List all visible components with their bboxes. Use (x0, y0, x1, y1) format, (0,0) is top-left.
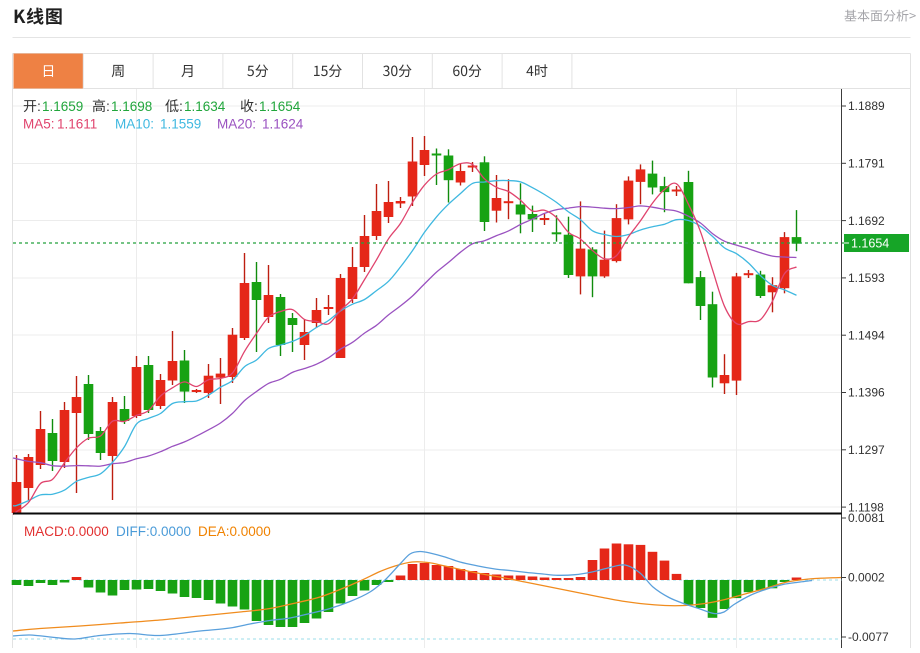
svg-text:1.1692: 1.1692 (848, 214, 885, 228)
svg-text:MACD:0.0000: MACD:0.0000 (24, 524, 109, 539)
svg-text:1.1654: 1.1654 (851, 237, 889, 251)
svg-text:1.1659: 1.1659 (42, 99, 83, 114)
svg-text::: : (37, 98, 41, 114)
svg-text::: : (106, 98, 110, 114)
svg-text:1.1396: 1.1396 (848, 386, 885, 400)
svg-text:0.0002: 0.0002 (848, 571, 885, 585)
svg-text:DEA:0.0000: DEA:0.0000 (198, 524, 271, 539)
svg-text:1.1593: 1.1593 (848, 271, 885, 285)
svg-text:1.1198: 1.1198 (848, 500, 884, 514)
svg-text::: : (254, 98, 258, 114)
svg-text:0.0081: 0.0081 (848, 511, 885, 525)
svg-text::: : (179, 98, 183, 114)
svg-text:1.1634: 1.1634 (184, 99, 226, 114)
svg-text:MA5: 1.1611: MA5: 1.1611 (23, 117, 97, 132)
svg-text:DIFF:0.0000: DIFF:0.0000 (116, 524, 191, 539)
svg-text:1.1889: 1.1889 (848, 99, 885, 113)
svg-text:1.1698: 1.1698 (111, 99, 152, 114)
svg-text:1.1494: 1.1494 (848, 328, 885, 342)
svg-text:1.1654: 1.1654 (259, 99, 301, 114)
svg-text:1.1791: 1.1791 (848, 157, 885, 171)
svg-text:1.1297: 1.1297 (848, 443, 885, 457)
svg-text:-0.0077: -0.0077 (848, 630, 889, 644)
